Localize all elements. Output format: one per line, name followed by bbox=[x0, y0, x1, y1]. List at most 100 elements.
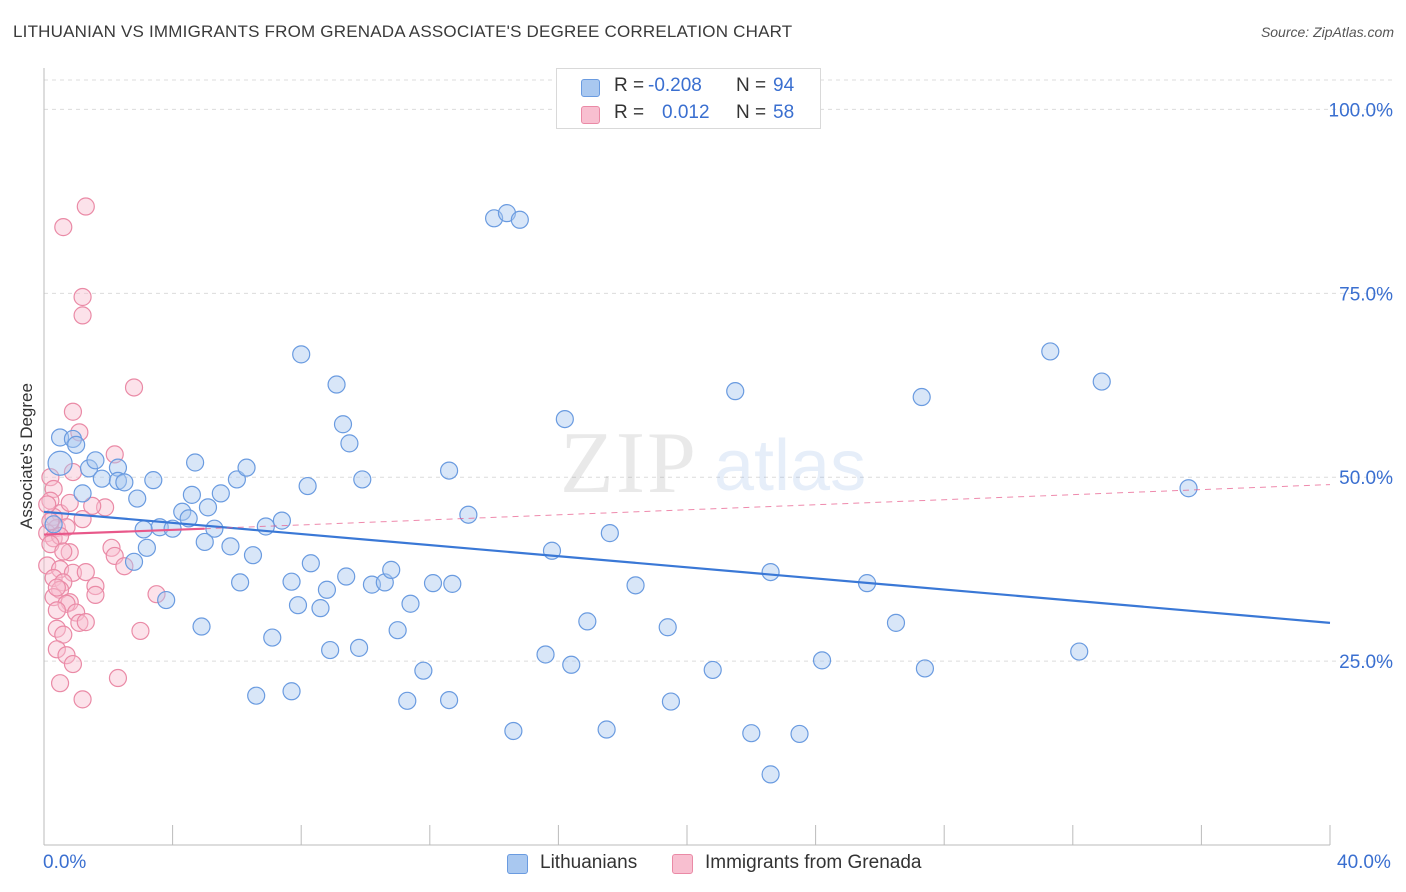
grenada-point bbox=[147, 585, 166, 604]
lithuanian-point bbox=[439, 690, 459, 710]
lithuanian-point bbox=[137, 538, 156, 557]
lithuanian-point bbox=[886, 613, 906, 632]
lithuanian-point bbox=[134, 520, 153, 539]
lithuanian-point bbox=[337, 567, 356, 586]
grenada-point bbox=[47, 601, 66, 620]
lithuanian-point bbox=[658, 618, 677, 637]
lithuanian-point bbox=[192, 617, 211, 636]
lithuanian-point bbox=[726, 382, 745, 401]
lithuanian-point bbox=[288, 596, 308, 615]
lithuanian-point bbox=[812, 651, 832, 670]
stats-row-lithuanians: R = -0.208 N = 94 bbox=[557, 75, 820, 101]
grenada-point bbox=[47, 578, 66, 597]
grenada-point bbox=[73, 287, 92, 307]
lithuanian-point bbox=[195, 532, 214, 552]
grenada-point bbox=[50, 674, 70, 693]
y-tick-label: 75.0% bbox=[1339, 284, 1393, 305]
trend-line-grenada bbox=[43, 527, 205, 536]
series-lithuanian-points bbox=[44, 204, 1198, 784]
lithuanian-point bbox=[562, 655, 581, 674]
lithuanian-point bbox=[73, 484, 92, 503]
y-tick-label: 100.0% bbox=[1329, 100, 1394, 121]
grenada-point bbox=[47, 640, 66, 659]
lithuanian-point bbox=[211, 484, 230, 503]
grenada-point bbox=[38, 495, 57, 514]
grenada-point bbox=[63, 402, 83, 421]
n-value: 94 bbox=[773, 75, 795, 96]
grenada-point bbox=[70, 613, 89, 632]
grenada-point bbox=[60, 543, 79, 562]
stats-row-grenada: R = 0.012 N = 58 bbox=[557, 102, 820, 128]
grenada-point bbox=[54, 218, 73, 237]
legend-label: Lithuanians bbox=[540, 852, 638, 873]
grenada-point bbox=[73, 690, 92, 709]
lithuanian-point bbox=[179, 509, 198, 528]
lithuanian-point bbox=[439, 461, 459, 480]
legend-swatch-blue bbox=[507, 854, 528, 874]
lithuanian-point bbox=[86, 451, 105, 470]
lithuanian-point bbox=[301, 554, 320, 573]
trend-line-lithuanians bbox=[43, 510, 1331, 624]
lithuanian-point bbox=[510, 210, 529, 229]
lithuanian-point bbox=[555, 410, 574, 429]
legend-swatch-pink bbox=[581, 106, 600, 124]
grenada-point bbox=[44, 479, 63, 499]
lithuanian-point bbox=[1092, 372, 1111, 391]
lithuanian-point bbox=[536, 645, 555, 664]
grenada-point bbox=[86, 585, 105, 605]
grenada-point bbox=[124, 378, 144, 397]
lithuanian-point bbox=[124, 552, 144, 571]
grenada-point bbox=[76, 613, 95, 632]
lithuanian-point bbox=[382, 560, 401, 579]
lithuanian-point bbox=[321, 640, 340, 660]
lithuanian-point bbox=[398, 691, 417, 710]
grenada-point bbox=[108, 668, 128, 688]
lithuanian-point bbox=[282, 572, 301, 591]
grid-lines bbox=[44, 79, 1392, 662]
lithuanian-point bbox=[459, 505, 478, 524]
watermark-zip: ZIP bbox=[560, 415, 698, 512]
lithuanian-point bbox=[186, 453, 205, 472]
legend-swatch-blue bbox=[581, 79, 600, 97]
lithuanian-point bbox=[414, 661, 433, 680]
lithuanian-point bbox=[742, 724, 761, 743]
lithuanian-point bbox=[298, 476, 317, 496]
grenada-point bbox=[131, 621, 150, 641]
lithuanian-point bbox=[263, 628, 282, 647]
lithuanian-point bbox=[661, 692, 681, 711]
grenada-point bbox=[63, 563, 83, 582]
r-label: R = bbox=[614, 75, 645, 96]
grenada-point bbox=[73, 306, 92, 325]
lithuanian-point bbox=[912, 387, 931, 407]
lithuanian-point bbox=[67, 435, 86, 454]
lithuanian-point bbox=[47, 450, 73, 476]
lithuanian-point bbox=[237, 458, 256, 477]
watermark: ZIP atlas bbox=[560, 415, 866, 512]
series-grenada-points bbox=[38, 197, 166, 709]
lithuanian-point bbox=[504, 721, 523, 741]
lithuanian-point bbox=[327, 375, 346, 394]
lithuanian-point bbox=[600, 524, 619, 543]
lithuanian-point bbox=[626, 576, 645, 595]
lithuanian-point bbox=[597, 720, 616, 739]
lithuanian-point bbox=[311, 599, 330, 618]
lithuanian-point bbox=[128, 489, 147, 508]
n-value: 58 bbox=[773, 102, 795, 123]
lithuanian-point bbox=[173, 502, 192, 521]
grenada-point bbox=[67, 603, 86, 622]
lithuanian-point bbox=[340, 434, 359, 453]
grenada-point bbox=[60, 493, 79, 513]
r-value: 0.012 bbox=[662, 102, 710, 123]
lithuanian-point bbox=[1070, 642, 1089, 661]
lithuanian-point bbox=[157, 590, 176, 610]
lithuanian-point bbox=[401, 594, 420, 613]
x-tick-label-max: 40.0% bbox=[1337, 852, 1391, 873]
lithuanian-point bbox=[317, 580, 337, 599]
watermark-atlas: atlas bbox=[714, 426, 866, 506]
lithuanian-point bbox=[108, 471, 128, 490]
y-tick-label: 50.0% bbox=[1339, 468, 1393, 489]
lithuanian-point bbox=[272, 511, 292, 530]
lithuanian-point bbox=[423, 574, 443, 593]
n-label: N = bbox=[736, 102, 767, 123]
